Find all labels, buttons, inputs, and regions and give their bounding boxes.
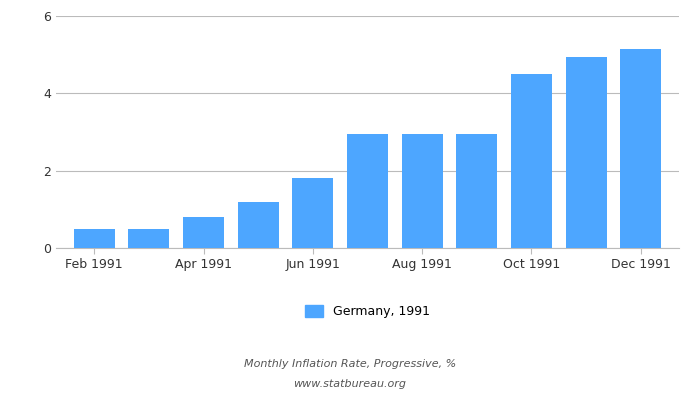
Bar	[456, 134, 497, 248]
Bar	[293, 178, 333, 248]
Bar	[347, 134, 388, 248]
Bar	[128, 229, 169, 248]
Bar	[620, 49, 662, 248]
Legend: Germany, 1991: Germany, 1991	[304, 305, 430, 318]
Text: www.statbureau.org: www.statbureau.org	[293, 379, 407, 389]
Bar	[183, 217, 224, 248]
Text: Monthly Inflation Rate, Progressive, %: Monthly Inflation Rate, Progressive, %	[244, 359, 456, 369]
Bar	[74, 229, 115, 248]
Bar	[566, 57, 607, 248]
Bar	[402, 134, 442, 248]
Bar	[511, 74, 552, 248]
Bar	[238, 202, 279, 248]
